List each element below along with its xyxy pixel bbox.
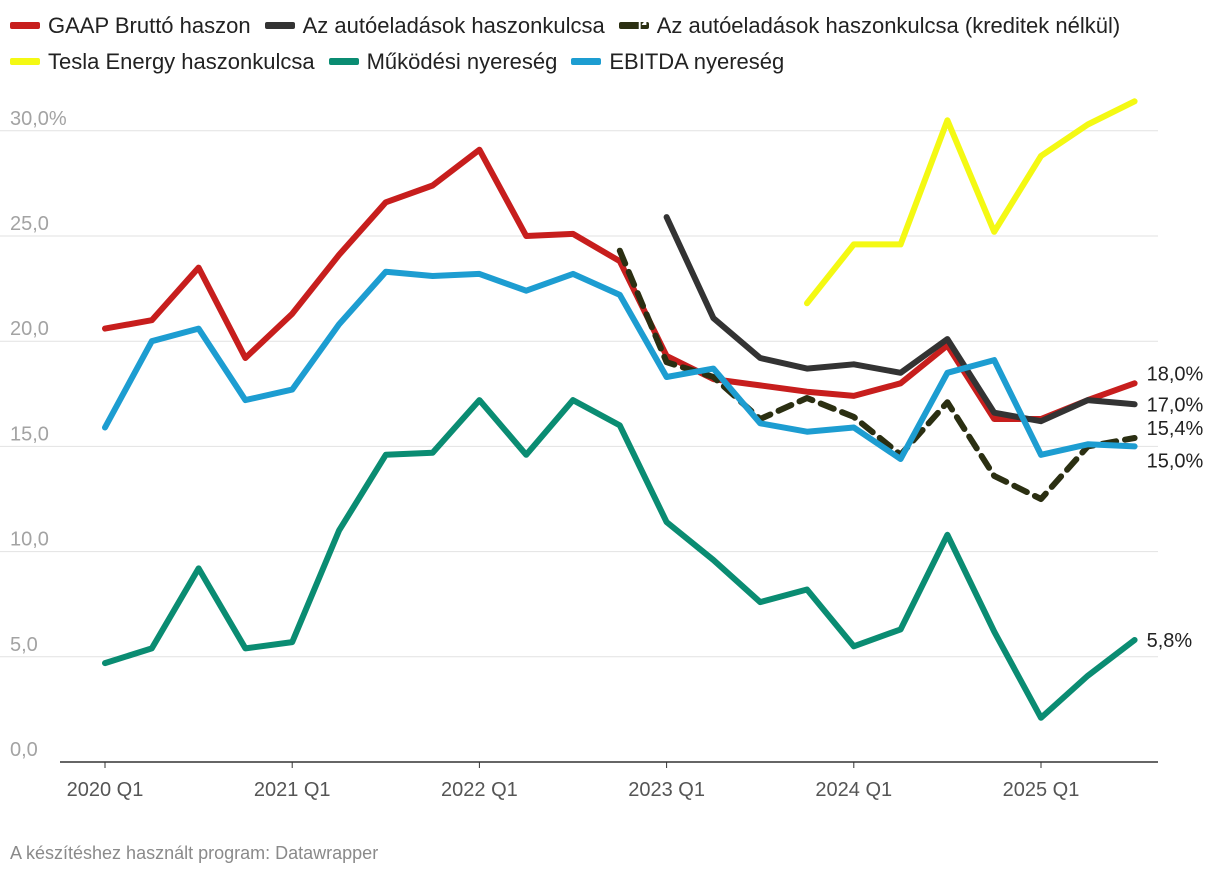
legend-item-ebitda-nyereseg: EBITDA nyereség [571, 44, 784, 80]
end-label-az-autoeladasok-haszonkulcsa-kreditek-nelkul: 15,4% [1147, 418, 1204, 440]
y-tick-label: 0,0 [10, 739, 38, 761]
x-tick-label: 2024 Q1 [815, 779, 892, 801]
legend-item-mukodesi-nyereseg: Működési nyereség [328, 44, 558, 80]
series-line-gaap-brutto-haszon [102, 146, 1138, 422]
y-tick-label: 20,0 [10, 318, 49, 340]
legend-swatch [571, 57, 602, 65]
series-line-tesla-energy-haszonkulcsa [804, 98, 1138, 307]
legend-item-gaap-brutto-haszon: GAAP Bruttó haszon [10, 8, 251, 44]
legend-item-tesla-energy-haszonkulcsa: Tesla Energy haszonkulcsa [10, 44, 315, 80]
legend-label: Tesla Energy haszonkulcsa [48, 49, 315, 74]
legend-swatch [328, 57, 359, 65]
x-tick-label: 2023 Q1 [628, 779, 705, 801]
legend-swatch [264, 21, 295, 29]
y-tick-label: 30,0% [10, 108, 67, 130]
series-line-mukodesi-nyereseg [102, 397, 1138, 721]
end-label-az-autoeladasok-haszonkulcsa: 17,0% [1147, 394, 1204, 416]
x-tick-label: 2020 Q1 [67, 779, 144, 801]
y-tick-label: 5,0 [10, 634, 38, 656]
x-tick-label: 2022 Q1 [441, 779, 518, 801]
source-credit: A készítéshez használt program: Datawrap… [10, 843, 379, 863]
legend-swatch [10, 57, 40, 65]
x-tick-label: 2021 Q1 [254, 779, 331, 801]
series-lines [102, 98, 1138, 721]
end-label-ebitda-nyereseg: 15,0% [1147, 450, 1204, 472]
series-line-az-autoeladasok-haszonkulcsa [663, 214, 1138, 425]
legend-swatch [10, 21, 40, 29]
y-tick-label: 25,0 [10, 213, 49, 235]
legend-item-az-autoeladasok-haszonkulcsa-kreditek-nelkul: Az autóeladások haszonkulcsa (kreditek n… [618, 8, 1121, 44]
legend-swatch [618, 21, 649, 29]
y-tick-label: 10,0 [10, 529, 49, 551]
x-axis: 2020 Q1 2021 Q1 2022 Q1 2023 Q1 2024 Q1 2025 … [67, 762, 1080, 801]
y-axis: 0,0 5,0 10,0 15,0 20,0 25,0 30,0% [10, 108, 67, 761]
series-line-ebitda-nyereseg [102, 268, 1138, 462]
legend-item-az-autoeladasok-haszonkulcsa: Az autóeladások haszonkulcsa [264, 8, 605, 44]
chart-legend: GAAP Bruttó haszon Az autóeladások haszon… [10, 8, 1180, 80]
y-tick-label: 15,0 [10, 423, 49, 445]
end-label-mukodesi-nyereseg: 5,8% [1147, 630, 1193, 652]
end-label-gaap-brutto-haszon: 18,0% [1147, 363, 1204, 385]
legend-label: Az autóeladások haszonkulcsa [302, 13, 605, 38]
gridlines [0, 130, 1158, 763]
line-chart: 0,0 5,0 10,0 15,0 20,0 25,0 30,0% 2020 Q1 2021 … [0, 98, 1204, 801]
legend-label: Működési nyereség [366, 49, 558, 74]
series-line-az-autoeladasok-haszonkulcsa-kreditek-nelkul [616, 247, 1138, 502]
x-tick-label: 2025 Q1 [1003, 779, 1080, 801]
legend-label: EBITDA nyereség [609, 49, 785, 74]
end-labels: 18,0% 17,0%15,4% 5,8% 15,0% [1147, 363, 1204, 652]
legend-label: GAAP Bruttó haszon [48, 13, 251, 38]
legend-label: Az autóeladások haszonkulcsa (kreditek n… [656, 13, 1121, 38]
